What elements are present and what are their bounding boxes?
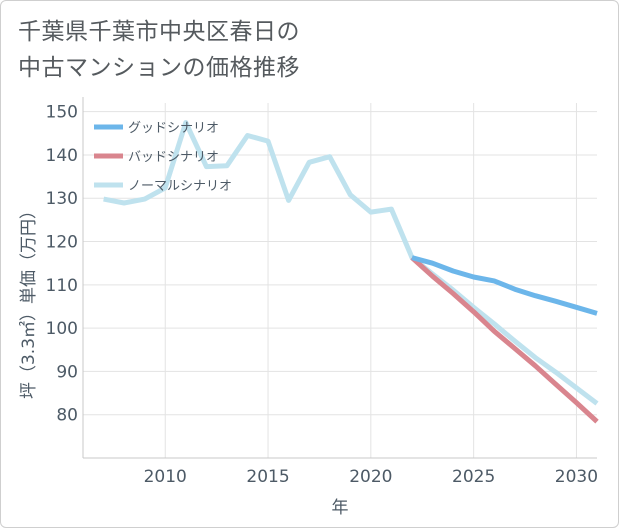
series-line-0 <box>411 255 598 316</box>
chart-title: 千葉県千葉市中央区春日の 中古マンションの価格推移 <box>18 19 300 81</box>
x-tick-label-2010: 2010 <box>144 467 187 487</box>
y-tick-label-110: 110 <box>46 276 78 296</box>
legend-label-0: グッドシナリオ <box>128 121 219 136</box>
ticks-layer: 2010 2015 2020 2025 2030 80 90 100 110 120 130 140 1… <box>46 103 599 487</box>
y-tick-label-90: 90 <box>56 362 78 382</box>
y-tick-label-120: 120 <box>46 233 78 253</box>
y-tick-label-80: 80 <box>56 406 78 426</box>
series-line-2 <box>103 120 599 406</box>
x-tick-label-2025: 2025 <box>452 467 495 487</box>
axes-layer <box>82 97 597 459</box>
y-tick-label-130: 130 <box>46 189 78 209</box>
legend-label-2: ノーマルシナリオ <box>128 179 232 194</box>
x-tick-label-2030: 2030 <box>555 467 598 487</box>
y-tick-label-140: 140 <box>46 146 78 166</box>
y-axis-label: 坪（3.3㎡）単価（万円） <box>19 202 39 399</box>
grid-layer <box>83 103 597 458</box>
legend-label-1: バッドシナリオ <box>128 150 219 165</box>
x-axis-label: 年 <box>332 498 349 518</box>
y-tick-label-100: 100 <box>46 319 78 339</box>
x-tick-label-2015: 2015 <box>246 467 289 487</box>
series-layer <box>103 120 599 424</box>
series-line-1 <box>410 255 599 424</box>
x-tick-label-2020: 2020 <box>349 467 392 487</box>
y-tick-label-150: 150 <box>46 103 78 123</box>
